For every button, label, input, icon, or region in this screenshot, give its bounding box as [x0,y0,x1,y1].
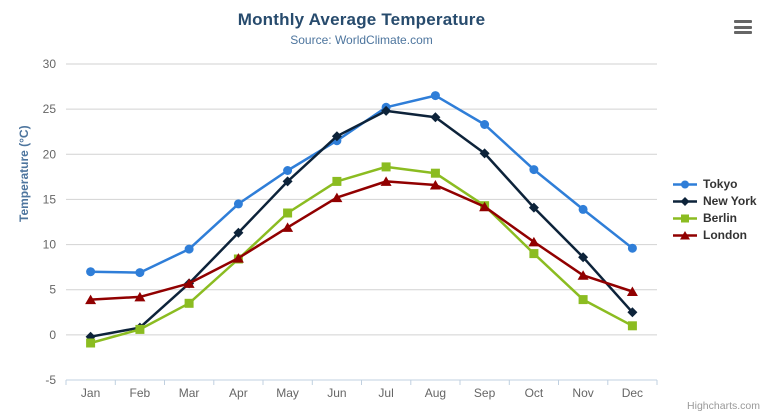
hamburger-menu-icon[interactable] [734,20,752,34]
data-point-marker[interactable] [578,204,588,214]
data-point-marker[interactable] [331,192,343,203]
data-point-marker[interactable] [184,298,194,308]
x-axis-tick-label: May [276,386,299,400]
highcharts-credit-link[interactable]: Highcharts.com [687,400,760,412]
legend-item-london[interactable]: London [672,228,757,242]
data-point-marker[interactable] [233,227,244,238]
data-point-marker[interactable] [331,131,342,142]
data-point-marker[interactable] [429,180,441,190]
data-point-marker[interactable] [283,166,293,175]
data-point-marker[interactable] [578,252,589,263]
data-point-marker[interactable] [332,176,342,186]
y-axis-tick-label: 0 [49,328,56,342]
data-point-marker[interactable] [283,208,293,218]
data-point-marker[interactable] [528,202,539,213]
legend-label: London [703,228,747,242]
x-axis-tick-label: Apr [229,386,248,400]
data-point-marker[interactable] [381,105,392,116]
legend-symbol [673,196,697,206]
data-point-marker[interactable] [627,307,638,318]
data-point-marker[interactable] [380,176,392,186]
y-axis-tick-label: 30 [43,57,57,71]
hamburger-bar [734,20,752,23]
data-point-marker[interactable] [184,244,194,254]
data-point-marker[interactable] [680,196,690,206]
x-axis-tick-label: Feb [130,386,151,400]
legend-item-new-york[interactable]: New York [672,194,757,208]
data-point-marker[interactable] [430,91,440,101]
chart-subtitle: Source: WorldClimate.com [290,33,433,47]
y-axis-tick-label: 15 [43,192,57,206]
data-point-marker[interactable] [430,168,440,178]
y-axis-tick-label: 25 [43,102,57,116]
data-point-marker[interactable] [85,294,97,305]
y-axis-tick-label: 5 [49,283,56,297]
data-point-marker[interactable] [232,253,244,263]
data-point-marker[interactable] [430,112,441,123]
legend-symbol [673,230,697,240]
chart-title: Monthly Average Temperature [237,10,486,29]
data-point-marker[interactable] [680,230,690,240]
legend-item-berlin[interactable]: Berlin [672,211,757,225]
legend-label: Tokyo [703,177,738,191]
y-axis-tick-label: 10 [43,238,57,252]
data-point-marker[interactable] [282,222,294,232]
hamburger-bar [734,31,752,34]
legend-label: Berlin [703,211,738,225]
data-point-marker[interactable] [134,291,146,302]
data-point-marker[interactable] [480,120,490,129]
data-point-marker[interactable] [577,270,589,280]
data-point-marker[interactable] [135,268,145,278]
x-axis-tick-label: Jan [81,386,100,400]
x-axis-tick-label: Sep [474,386,496,400]
data-point-marker[interactable] [528,236,540,247]
data-point-marker[interactable] [86,267,96,277]
x-axis-tick-label: Dec [622,386,643,400]
x-axis-tick-label: Jul [378,386,393,400]
series-line-london[interactable] [89,180,634,301]
data-point-marker[interactable] [381,162,391,172]
x-axis-tick-label: Aug [425,386,446,400]
data-point-marker[interactable] [627,321,637,331]
legend-symbol [673,214,697,222]
data-point-marker[interactable] [681,180,689,188]
data-point-marker[interactable] [529,249,539,259]
x-axis-tick-label: Nov [572,386,593,400]
data-point-marker[interactable] [135,324,145,334]
legend: Tokyo New York Berlin London [672,177,757,242]
y-axis-tick-label: 20 [43,147,57,161]
data-point-marker[interactable] [529,165,539,175]
series-line-new-york[interactable] [89,109,634,338]
data-point-marker[interactable] [233,199,243,209]
y-axis-tick-label: -5 [45,373,56,387]
data-point-marker[interactable] [681,214,689,222]
legend-item-tokyo[interactable]: Tokyo [672,177,757,191]
data-point-marker[interactable] [282,176,293,187]
data-point-marker[interactable] [627,243,637,253]
legend-label: New York [703,194,757,208]
series-line-berlin[interactable] [89,165,634,345]
x-axis-tick-label: Jun [327,386,346,400]
x-axis-tick-label: Oct [525,386,544,400]
hamburger-bar [734,25,752,29]
legend-symbol [673,180,697,188]
data-point-marker[interactable] [578,295,588,305]
x-axis-tick-label: Mar [179,386,200,400]
data-point-marker[interactable] [183,278,195,288]
data-point-marker[interactable] [479,201,491,212]
data-point-marker[interactable] [86,338,96,348]
data-point-marker[interactable] [479,148,490,159]
data-point-marker[interactable] [626,286,638,297]
